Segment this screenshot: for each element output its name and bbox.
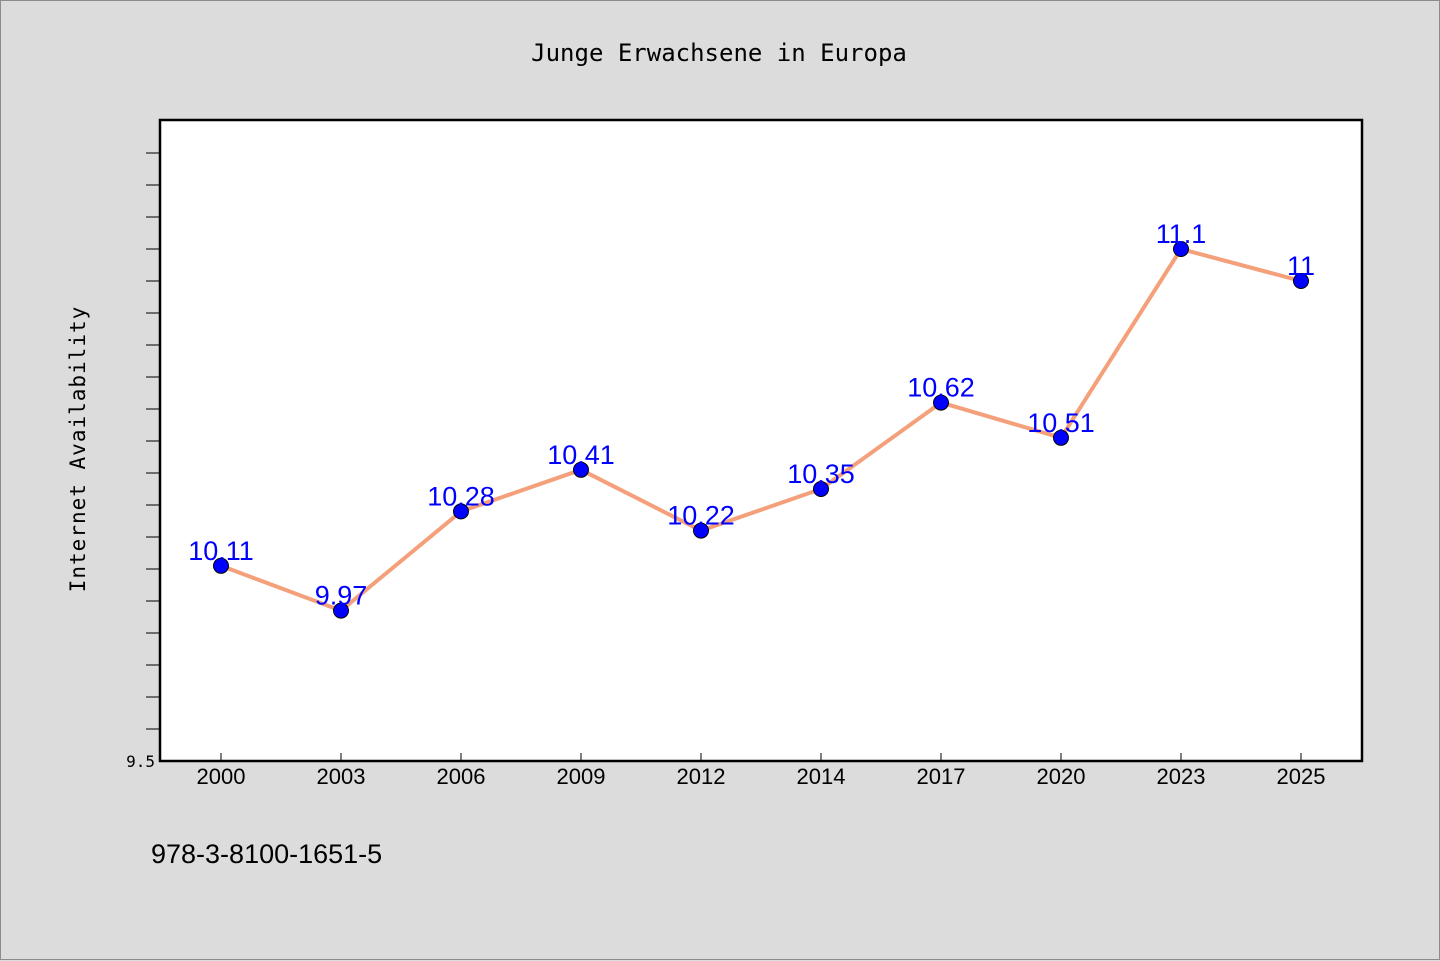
data-label: 10.11	[188, 536, 254, 566]
x-tick-label: 2006	[437, 764, 486, 789]
x-tick-label: 2020	[1037, 764, 1086, 789]
data-label: 9.97	[315, 581, 368, 611]
data-label: 10.28	[427, 481, 495, 511]
y-axis-ticks: 9.5	[126, 152, 160, 771]
x-tick-label: 2000	[197, 764, 246, 789]
x-tick-label: 2012	[677, 764, 726, 789]
x-tick-label: 2017	[917, 764, 966, 789]
data-point	[213, 557, 229, 574]
x-tick-label: 2023	[1157, 764, 1206, 789]
x-axis-ticks: 2000 2003 2006 2009 2012 2014 2017 2020 2023 2025	[197, 753, 1326, 789]
x-tick-label: 2014	[797, 764, 846, 789]
x-tick-label: 2009	[557, 764, 606, 789]
isbn-footnote: 978-3-8100-1651-5	[151, 839, 382, 869]
data-label: 10.51	[1027, 408, 1095, 438]
data-point	[1173, 241, 1189, 257]
data-point	[813, 481, 829, 497]
data-label: 11.1	[1156, 219, 1207, 249]
data-point	[1293, 273, 1309, 289]
data-point	[933, 394, 949, 411]
data-label: 10.22	[667, 501, 735, 531]
data-label: 10.35	[787, 459, 855, 489]
plot-area	[158, 118, 1364, 763]
series-line	[220, 247, 1302, 613]
data-labels: 10.11 9.97 10.28 10.41 10.22 10.35 10.62 10.51 1…	[188, 219, 1315, 611]
x-tick-label: 2025	[1277, 764, 1326, 789]
data-label: 10.41	[547, 440, 615, 470]
data-point	[693, 522, 709, 539]
data-point	[333, 602, 349, 619]
data-label: 11	[1287, 251, 1315, 281]
y-axis-label: Internet Availability	[66, 306, 90, 593]
data-label: 10.62	[907, 373, 975, 403]
chart-title: Junge Erwachsene in Europa	[531, 39, 907, 67]
data-point	[1053, 429, 1069, 446]
x-tick-label: 2003	[317, 764, 366, 789]
data-point	[573, 461, 589, 478]
data-point	[453, 503, 469, 520]
y-tick-label: 9.5	[126, 752, 155, 771]
series-group	[213, 241, 1309, 619]
